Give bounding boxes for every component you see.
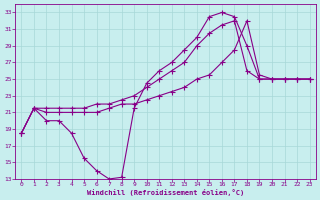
- X-axis label: Windchill (Refroidissement éolien,°C): Windchill (Refroidissement éolien,°C): [87, 189, 244, 196]
